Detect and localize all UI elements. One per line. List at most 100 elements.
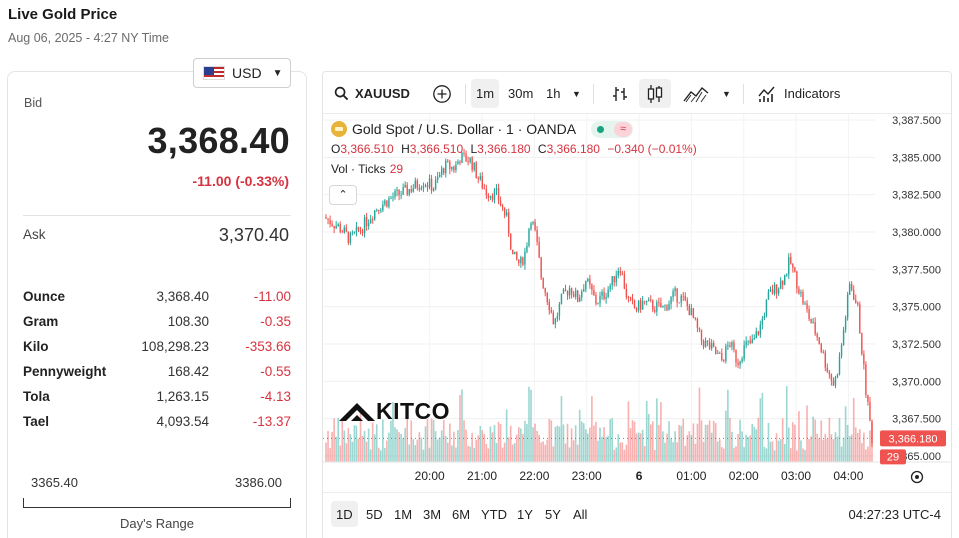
candle-body xyxy=(686,300,688,306)
candle-body xyxy=(731,342,733,347)
volume-bar xyxy=(761,392,764,462)
candle-body xyxy=(625,288,628,298)
range-3m[interactable]: 3M xyxy=(423,506,442,522)
volume-bar xyxy=(410,420,413,462)
volume-value: 29 xyxy=(389,162,404,176)
candle-body xyxy=(702,340,705,347)
chevron-down-icon: ▼ xyxy=(722,88,731,99)
chart-type-dropdown[interactable]: ▼ xyxy=(717,79,736,108)
interval-1h[interactable]: 1h xyxy=(546,86,561,101)
candle-body xyxy=(834,377,837,386)
volume-bar xyxy=(751,423,754,462)
candle-body xyxy=(398,189,400,196)
volume-bar xyxy=(716,441,719,462)
candle-body xyxy=(814,322,816,334)
range-5y[interactable]: 5Y xyxy=(545,506,561,522)
candle-body xyxy=(485,188,488,196)
candle-body xyxy=(518,259,520,264)
candle-body xyxy=(708,342,711,349)
bar-style-button[interactable] xyxy=(605,79,635,108)
candle-body xyxy=(404,184,406,188)
volume-bar xyxy=(858,429,861,462)
candle-body xyxy=(676,288,678,303)
candle-body xyxy=(670,297,672,305)
unit-name: Gram xyxy=(23,314,59,329)
collapse-legend-button[interactable]: ⌃ xyxy=(329,185,357,205)
interval-30m[interactable]: 30m xyxy=(508,86,534,101)
interval-1m[interactable]: 1m xyxy=(471,79,500,108)
candles-style-button[interactable] xyxy=(639,79,671,108)
candle-body xyxy=(432,188,435,191)
candle-body xyxy=(591,284,593,290)
volume-bar xyxy=(467,445,469,462)
range-1y[interactable]: 1Y xyxy=(517,506,533,522)
compare-button[interactable] xyxy=(427,79,457,108)
price-chart[interactable]: 3,387.500 3,385.000 3,382.500 3,380.000 3,37… xyxy=(323,114,952,492)
volume-bar xyxy=(396,429,398,462)
candle-body xyxy=(751,339,753,344)
currency-label: USD xyxy=(232,65,262,81)
volume-bar xyxy=(643,446,646,462)
x-tick-label: 04:00 xyxy=(833,469,863,483)
candle-body xyxy=(672,291,674,298)
candle-body xyxy=(528,229,530,246)
volume-bar xyxy=(635,433,638,462)
candle-body xyxy=(430,178,433,191)
volume-bar xyxy=(712,420,715,462)
range-6m[interactable]: 6M xyxy=(452,506,471,522)
volume-bar xyxy=(552,446,555,462)
volume-bar xyxy=(765,448,768,462)
area-style-button[interactable] xyxy=(677,79,715,108)
volume-bar xyxy=(725,410,727,462)
candle-body xyxy=(481,176,484,189)
candle-body xyxy=(505,212,508,216)
candle-body xyxy=(678,302,680,304)
volume-bar xyxy=(775,433,778,462)
candle-body xyxy=(367,222,370,227)
range-all[interactable]: All xyxy=(573,506,588,522)
candle-body xyxy=(735,349,737,363)
volume-bar xyxy=(465,429,467,462)
candle-body xyxy=(400,194,402,196)
volume-bar xyxy=(436,439,439,462)
last-price-tag: 3,366.180 xyxy=(889,433,938,445)
candle-body xyxy=(613,276,615,283)
volume-bar xyxy=(668,421,670,462)
candle-body xyxy=(812,322,814,324)
volume-bar xyxy=(528,386,530,462)
range-ytd[interactable]: YTD xyxy=(481,506,507,522)
ask-price: 3,370.40 xyxy=(218,225,289,245)
volume-bar xyxy=(631,420,634,462)
y-tick-label: 3,367.500 xyxy=(892,414,941,426)
volume-bar xyxy=(759,398,762,462)
page-title: Live Gold Price xyxy=(8,6,118,23)
volume-bar xyxy=(869,430,871,462)
candle-body xyxy=(822,351,824,353)
candle-body xyxy=(710,343,713,349)
candle-body xyxy=(516,251,518,260)
candle-body xyxy=(469,157,471,163)
candle-body xyxy=(692,308,695,318)
indicators-button[interactable]: Indicators xyxy=(752,79,845,108)
range-1d[interactable]: 1D xyxy=(331,501,358,527)
symbol-search[interactable]: XAUUSD xyxy=(329,79,415,108)
unit-price: 108,298.23 xyxy=(141,339,209,354)
candle-body xyxy=(781,280,784,285)
range-1m[interactable]: 1M xyxy=(394,506,413,522)
candle-body xyxy=(402,187,404,195)
range-5d[interactable]: 5D xyxy=(366,506,383,522)
volume-bar xyxy=(455,447,457,462)
candle-body xyxy=(607,289,609,297)
y-tick-label: 3,380.000 xyxy=(892,227,941,239)
candle-body xyxy=(465,153,467,162)
currency-select[interactable]: USD ▼ xyxy=(193,58,291,88)
candle-body xyxy=(696,318,699,328)
volume-bar xyxy=(804,449,806,462)
volume-bar xyxy=(388,432,390,462)
candle-body xyxy=(830,374,833,381)
interval-dropdown[interactable]: ▼ xyxy=(567,79,586,108)
candle-body xyxy=(790,257,792,264)
volume-bar xyxy=(442,419,445,462)
chart-clock: 04:27:23 UTC-4 xyxy=(848,507,942,522)
candle-body xyxy=(493,190,496,200)
